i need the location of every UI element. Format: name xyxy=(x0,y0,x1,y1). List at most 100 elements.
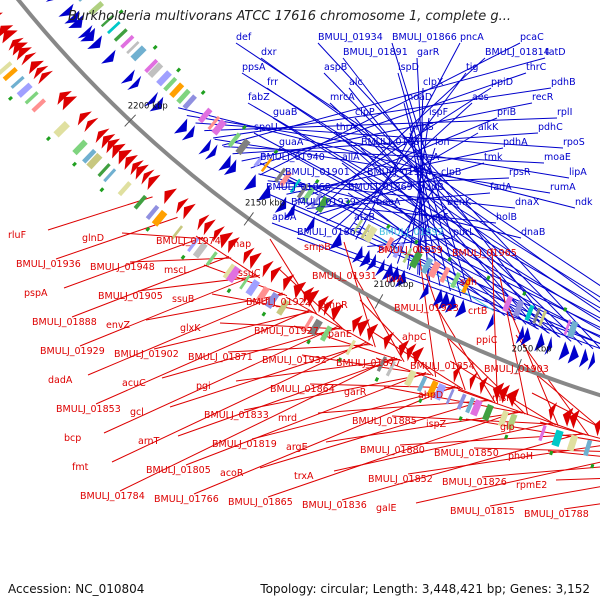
forward-gene-label[interactable]: ispF xyxy=(429,107,448,118)
forward-gene-label[interactable]: def xyxy=(236,32,252,43)
reverse-gene-label[interactable]: BMULJ_01850 xyxy=(434,448,499,459)
reverse-gene-label[interactable]: galE xyxy=(376,503,397,514)
forward-gene-label[interactable]: ndk xyxy=(575,197,593,208)
reverse-gene-label[interactable]: BMULJ_01852 xyxy=(368,474,433,485)
reverse-gene-label[interactable]: BMULJ_01936 xyxy=(16,259,81,270)
forward-gene-label[interactable]: BMULJ_01924 xyxy=(367,167,432,178)
reverse-gene-label[interactable]: BMULJ_01932 xyxy=(262,355,327,366)
reverse-gene-label[interactable]: trxA xyxy=(294,471,314,482)
forward-gene-label[interactable]: guaB xyxy=(273,107,297,118)
forward-gene-label[interactable]: lon xyxy=(435,137,449,148)
forward-gene-label[interactable]: pdhC xyxy=(538,122,563,133)
forward-gene-label[interactable]: mrcA xyxy=(330,92,355,103)
forward-gene-label[interactable]: BMULJ_01940 xyxy=(260,152,325,163)
forward-gene-label[interactable]: BMULJ_01892 xyxy=(379,227,444,238)
reverse-gene-label[interactable]: BMULJ_01923 xyxy=(394,303,459,314)
forward-gene-label[interactable]: BMULJ_01887 xyxy=(361,137,426,148)
reverse-gene-label[interactable]: pgi xyxy=(196,381,211,392)
reverse-gene-label[interactable]: argE xyxy=(286,442,308,453)
forward-gene-label[interactable]: BMULJ_01901 xyxy=(285,167,350,178)
reverse-gene-label[interactable]: sdh xyxy=(460,277,477,288)
forward-gene-label[interactable]: pdhB xyxy=(551,77,576,88)
forward-gene-label[interactable]: rumA xyxy=(550,182,576,193)
reverse-gene-label[interactable]: BMULJ_01965 xyxy=(452,248,517,259)
forward-gene-label[interactable]: fadB xyxy=(422,182,444,193)
forward-gene-label[interactable]: tmk xyxy=(484,152,503,163)
forward-gene-label[interactable]: tig xyxy=(466,62,478,73)
forward-gene-label[interactable]: thrC xyxy=(526,62,547,73)
reverse-gene-label[interactable]: BMULJ_01784 xyxy=(80,491,145,502)
forward-gene-label[interactable]: aes xyxy=(472,92,489,103)
forward-gene-label[interactable]: rpsR xyxy=(509,167,531,178)
reverse-gene-label[interactable]: panE xyxy=(328,329,352,340)
forward-gene-label[interactable]: lipA xyxy=(569,167,587,178)
reverse-gene-label[interactable]: crtB xyxy=(468,306,487,317)
reverse-gene-label[interactable]: ssuB xyxy=(172,294,194,305)
forward-gene-label[interactable]: priB xyxy=(497,107,516,118)
reverse-gene-label[interactable]: ahpC xyxy=(402,332,427,343)
forward-gene-label[interactable]: atzB xyxy=(354,212,375,223)
reverse-gene-label[interactable]: BMULJ_01974 xyxy=(156,236,221,247)
reverse-gene-label[interactable]: mscL xyxy=(164,265,189,276)
forward-gene-label[interactable]: guaA xyxy=(279,137,304,148)
reverse-gene-label[interactable]: dadA xyxy=(48,375,73,386)
forward-gene-label[interactable]: yhbS xyxy=(410,122,434,133)
reverse-gene-label[interactable]: phoH xyxy=(508,451,533,462)
reverse-gene-label[interactable]: BMULJ_01880 xyxy=(360,445,425,456)
reverse-gene-label[interactable]: ispZ xyxy=(426,419,447,430)
forward-gene-label[interactable]: rpoS xyxy=(563,137,585,148)
forward-gene-label[interactable]: aspB xyxy=(324,62,347,73)
reverse-gene-label[interactable]: msrB xyxy=(492,393,517,404)
reverse-gene-label[interactable]: BMULJ_01929 xyxy=(40,346,105,357)
reverse-gene-label[interactable]: BMULJ_01905 xyxy=(98,291,163,302)
reverse-gene-label[interactable]: map xyxy=(230,239,251,250)
reverse-gene-label[interactable]: bcp xyxy=(64,433,81,444)
reverse-gene-label[interactable]: BMULJ_01903 xyxy=(484,364,549,375)
forward-gene-label[interactable]: BMULJ_01891 xyxy=(343,47,408,58)
forward-gene-label[interactable]: dxr xyxy=(261,47,277,58)
reverse-gene-label[interactable]: fmt xyxy=(72,462,89,473)
forward-gene-label[interactable]: pncA xyxy=(460,32,484,43)
reverse-gene-label[interactable]: BMULJ_01871 xyxy=(188,352,253,363)
forward-gene-label[interactable]: BMULJ_01934 xyxy=(318,32,383,43)
reverse-gene-label[interactable]: BMULJ_01865 xyxy=(228,497,293,508)
reverse-gene-label[interactable]: rpmE2 xyxy=(516,480,547,491)
reverse-gene-label[interactable]: BMULJ_01877 xyxy=(336,358,401,369)
reverse-gene-label[interactable]: glxK xyxy=(180,323,201,334)
forward-gene-label[interactable]: BMULJ_01866 xyxy=(392,32,457,43)
forward-gene-label[interactable]: BMULJ_01869 xyxy=(348,182,413,193)
reverse-gene-label[interactable]: BMULJ_01888 xyxy=(32,317,97,328)
reverse-gene-label[interactable]: BMULJ_01788 xyxy=(524,509,589,520)
forward-gene-label[interactable]: BMULJ_01868 xyxy=(266,182,331,193)
reverse-gene-label[interactable]: BMULJ_01922 xyxy=(246,297,311,308)
reverse-gene-label[interactable]: BMULJ_01931 xyxy=(312,271,377,282)
reverse-gene-label[interactable]: glnD xyxy=(82,233,104,244)
reverse-gene-label[interactable]: BMULJ_01826 xyxy=(442,477,507,488)
forward-gene-label[interactable]: moaD xyxy=(404,92,432,103)
forward-gene-label[interactable]: moeA xyxy=(373,197,401,208)
forward-gene-label[interactable]: tatD xyxy=(545,47,566,58)
reverse-gene-label[interactable]: BMULJ_01819 xyxy=(212,439,277,450)
reverse-gene-label[interactable]: glp xyxy=(500,422,515,433)
reverse-gene-label[interactable]: BMULJ_01854 xyxy=(410,361,475,372)
reverse-gene-label[interactable]: gcl xyxy=(130,407,144,418)
reverse-gene-label[interactable]: envZ xyxy=(106,320,130,331)
reverse-gene-label[interactable]: mrd xyxy=(278,413,297,424)
reverse-gene-label[interactable]: arnT xyxy=(138,436,160,447)
reverse-gene-label[interactable]: BMULJ_01885 xyxy=(352,416,417,427)
reverse-gene-label[interactable]: BMULJ_01902 xyxy=(114,349,179,360)
forward-gene-label[interactable]: rplI xyxy=(557,107,572,118)
forward-gene-label[interactable]: apbA xyxy=(272,212,297,223)
forward-gene-label[interactable]: alc xyxy=(349,77,363,88)
forward-gene-label[interactable]: garR xyxy=(417,47,440,58)
forward-gene-label[interactable]: holB xyxy=(496,212,517,223)
reverse-gene-label[interactable]: BMULJ_01864 xyxy=(270,384,335,395)
reverse-gene-label[interactable]: BMULJ_01805 xyxy=(146,465,211,476)
forward-gene-label[interactable]: fadA xyxy=(490,182,512,193)
forward-gene-label[interactable]: BMULJ_01863 xyxy=(297,227,362,238)
forward-gene-label[interactable]: BMULJ_01939 xyxy=(291,197,356,208)
forward-gene-label[interactable]: purL xyxy=(453,227,475,238)
forward-gene-label[interactable]: frr xyxy=(267,77,278,88)
reverse-gene-label[interactable]: acoR xyxy=(220,468,244,479)
reverse-gene-label[interactable]: ompR xyxy=(320,300,348,311)
